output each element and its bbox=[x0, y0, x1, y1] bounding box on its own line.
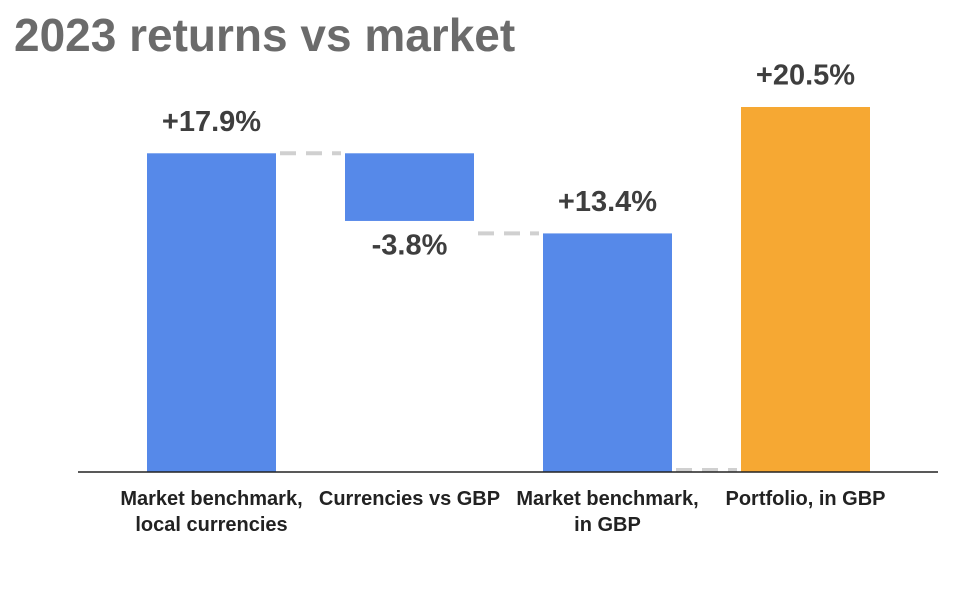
bar bbox=[345, 153, 474, 221]
x-tick-label: Market benchmark, in GBP bbox=[516, 488, 699, 536]
chart-title: 2023 returns vs market bbox=[14, 9, 516, 61]
x-tick-label: Market benchmark, local currencies bbox=[120, 488, 303, 536]
value-label: -3.8% bbox=[372, 230, 448, 262]
bar bbox=[543, 233, 672, 472]
bar bbox=[741, 107, 870, 472]
x-tick-label: Currencies vs GBP bbox=[318, 488, 501, 510]
x-tick-label: Portfolio, in GBP bbox=[725, 488, 886, 510]
value-label: +20.5% bbox=[756, 60, 855, 92]
value-label: +17.9% bbox=[162, 106, 261, 138]
value-label: +13.4% bbox=[558, 186, 657, 218]
bar bbox=[147, 153, 276, 473]
